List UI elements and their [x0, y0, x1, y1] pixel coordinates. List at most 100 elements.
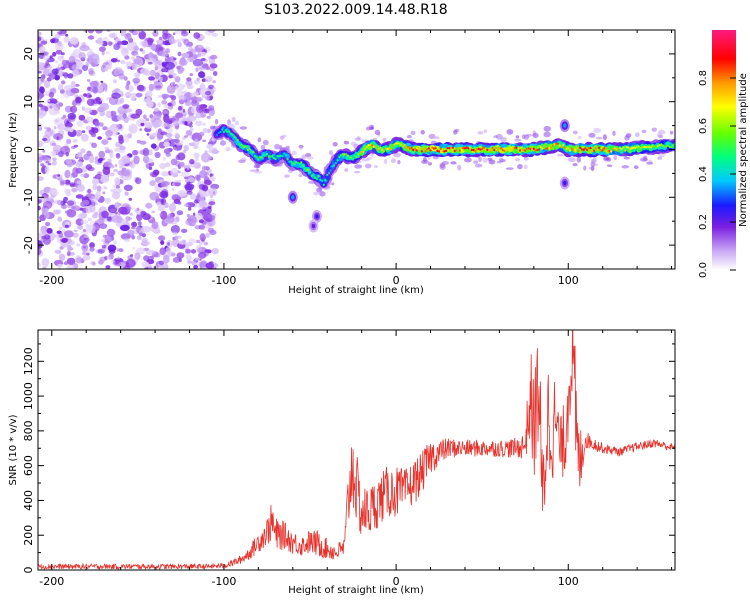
ridge-mark: [451, 146, 454, 149]
noise-speckle: [88, 68, 94, 75]
y-tick-label: 0: [22, 146, 35, 153]
ridge-haze: [557, 153, 564, 157]
noise-speckle: [79, 45, 90, 52]
noise-speckle: [197, 202, 208, 210]
noise-speckle: [149, 69, 156, 77]
ridge-haze: [515, 157, 520, 162]
ridge-haze: [606, 164, 613, 167]
noise-speckle: [117, 206, 128, 215]
noise-speckle: [38, 176, 44, 181]
noise-speckle: [156, 39, 163, 45]
noise-speckle: [151, 210, 156, 214]
noise-speckle: [90, 132, 97, 138]
ridge-mark: [226, 130, 229, 134]
ridge-haze: [225, 147, 231, 152]
snr-marks: [38, 330, 675, 570]
noise-speckle: [105, 130, 113, 137]
noise-speckle: [182, 108, 186, 113]
ridge-mark: [243, 145, 246, 149]
noise-speckle: [201, 165, 206, 171]
noise-speckle: [123, 238, 131, 243]
ridge-mark: [324, 178, 327, 182]
noise-speckle: [86, 150, 92, 157]
ridge-mark: [288, 160, 291, 163]
noise-speckle: [148, 76, 155, 81]
noise-speckle: [46, 99, 51, 103]
noise-speckle: [91, 127, 99, 134]
noise-speckle: [209, 170, 213, 173]
noise-speckle: [205, 262, 215, 269]
ridge-mark: [465, 146, 468, 149]
noise-speckle: [67, 240, 75, 246]
noise-speckle: [60, 241, 69, 248]
noise-speckle: [109, 110, 117, 117]
noise-speckle: [92, 86, 99, 94]
ridge-haze: [577, 135, 582, 140]
noise-speckle: [49, 72, 56, 81]
noise-speckle: [102, 126, 108, 131]
ridge-mark: [238, 142, 241, 146]
noise-speckle: [83, 173, 90, 179]
noise-speckle: [167, 137, 173, 141]
noise-speckle: [184, 135, 189, 138]
noise-speckle: [196, 104, 205, 114]
ridge-haze: [299, 146, 303, 150]
ridge-haze: [482, 157, 488, 163]
noise-speckle: [168, 94, 175, 99]
ridge-mark: [364, 147, 367, 151]
figure-title: S103.2022.009.14.48.R18: [264, 2, 447, 18]
ridge-mark: [486, 148, 489, 151]
noise-speckle: [45, 60, 50, 66]
ridge-haze: [593, 127, 602, 134]
secondary-blob: [311, 223, 316, 229]
ridge-mark: [470, 148, 473, 152]
ridge-mark: [386, 147, 389, 151]
noise-speckle: [179, 161, 185, 168]
noise-speckle: [38, 111, 44, 119]
noise-speckle: [190, 92, 196, 98]
noise-speckle: [98, 122, 104, 127]
noise-speckle: [199, 170, 207, 179]
noise-speckle: [108, 33, 116, 38]
noise-speckle: [160, 210, 168, 220]
noise-speckle: [87, 30, 95, 34]
noise-speckle: [51, 160, 57, 166]
noise-speckle: [193, 152, 200, 159]
noise-speckle: [210, 54, 218, 60]
ridge-mark: [221, 128, 224, 131]
noise-speckle: [167, 242, 171, 246]
noise-speckle: [130, 95, 136, 101]
ridge-haze: [237, 159, 246, 163]
ridge-mark: [455, 148, 458, 152]
ridge-mark: [241, 144, 244, 148]
ridge-mark: [291, 162, 294, 165]
noise-speckle: [62, 71, 67, 75]
noise-speckle: [58, 177, 63, 182]
ridge-haze: [493, 135, 498, 138]
snr-x-label: Height of straight line (km): [288, 585, 424, 596]
noise-speckle: [72, 99, 77, 107]
noise-speckle: [89, 80, 99, 88]
noise-speckle: [173, 120, 179, 126]
ridge-mark: [630, 147, 634, 150]
noise-speckle: [81, 130, 86, 134]
ridge-haze: [506, 129, 514, 135]
spectrogram-x-axis: -200 -100 0 100: [39, 30, 673, 287]
ridge-mark: [467, 147, 470, 150]
noise-speckle: [42, 201, 53, 209]
noise-speckle: [103, 67, 109, 72]
ridge-mark: [546, 147, 549, 150]
noise-speckle: [57, 216, 63, 222]
spectrogram-x-label: Height of straight line (km): [288, 285, 424, 296]
noise-speckle: [175, 182, 180, 186]
colorbar-gradient: [712, 30, 736, 270]
ridge-haze: [329, 150, 333, 156]
noise-speckle: [190, 59, 194, 62]
noise-speckle: [92, 184, 98, 190]
x-tick-label: 0: [393, 575, 400, 588]
ridge-mark: [377, 147, 380, 150]
ridge-mark: [481, 147, 484, 150]
noise-speckle: [51, 142, 57, 146]
noise-speckle: [154, 66, 159, 71]
noise-speckle: [145, 262, 149, 266]
